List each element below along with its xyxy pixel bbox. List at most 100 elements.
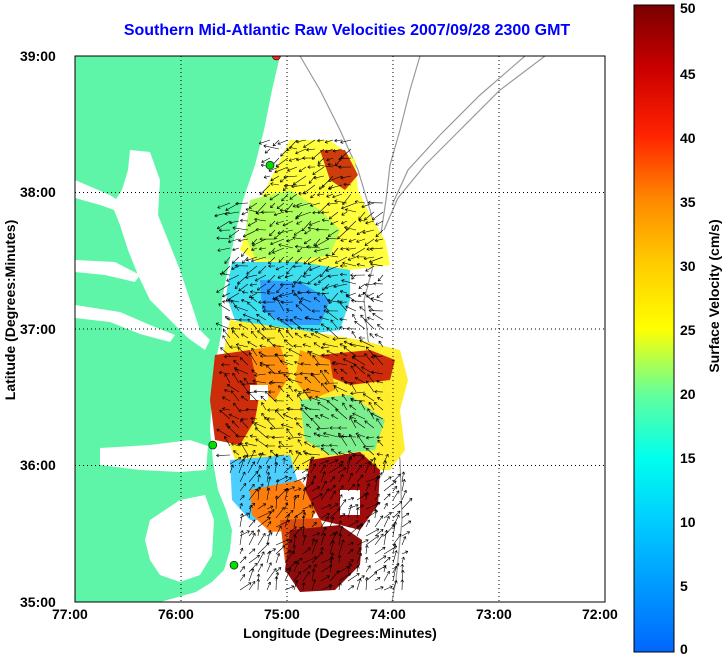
velocity-arrow bbox=[277, 370, 294, 375]
velocity-arrow bbox=[339, 343, 348, 348]
velocity-arrow bbox=[332, 148, 343, 153]
velocity-arrow bbox=[328, 583, 333, 591]
velocity-arrow bbox=[304, 406, 321, 411]
velocity-arrow bbox=[329, 426, 339, 430]
chesapeake-bay bbox=[112, 150, 210, 350]
velocity-arrow bbox=[365, 528, 380, 537]
velocity-arrow bbox=[269, 426, 285, 431]
velocity-arrow bbox=[282, 457, 286, 465]
velocity-arrow bbox=[353, 363, 366, 375]
velocity-arrow bbox=[232, 226, 249, 231]
velocity-arrow bbox=[224, 388, 231, 393]
velocity-arrow bbox=[284, 550, 292, 555]
velocity-arrow bbox=[220, 347, 231, 357]
velocity-arrow bbox=[230, 390, 240, 402]
velocity-arrow bbox=[342, 402, 348, 411]
velocity-arrow bbox=[282, 184, 289, 192]
velocity-arrow bbox=[284, 526, 297, 537]
velocity-arrow bbox=[356, 547, 362, 555]
velocity-arrow bbox=[374, 238, 384, 243]
velocity-arrow bbox=[217, 202, 231, 209]
velocity-arrow bbox=[329, 484, 336, 492]
radar-station-marker bbox=[229, 560, 239, 570]
velocity-arrow bbox=[376, 379, 384, 384]
velocity-arrow bbox=[222, 299, 231, 304]
velocity-arrow bbox=[346, 457, 352, 474]
velocity-arrow bbox=[356, 523, 363, 537]
velocity-arrow bbox=[326, 157, 334, 162]
velocity-arrow bbox=[319, 316, 330, 321]
velocity-arrow bbox=[332, 361, 348, 366]
velocity-arrow bbox=[295, 256, 303, 264]
velocity-arrow bbox=[401, 569, 405, 582]
y-axis-label: Latitude (Degrees:Minutes) bbox=[2, 219, 18, 401]
velocity-arrow bbox=[317, 138, 325, 143]
velocity-arrow bbox=[308, 175, 316, 184]
velocity-arrow bbox=[347, 472, 353, 483]
velocity-arrow bbox=[338, 432, 348, 447]
velocity-arrow bbox=[293, 534, 297, 546]
velocity-arrow bbox=[339, 317, 348, 322]
velocity-arrow bbox=[374, 475, 380, 492]
velocity-arrow bbox=[286, 238, 294, 243]
velocity-arrow bbox=[248, 568, 255, 582]
velocity-arrow bbox=[326, 350, 339, 357]
colorbar-tick-label: 10 bbox=[680, 514, 696, 530]
velocity-arrow bbox=[296, 220, 303, 225]
colorbar-label: Surface Velocity (cm/s) bbox=[706, 219, 722, 373]
velocity-arrow bbox=[303, 389, 312, 402]
velocity-arrow bbox=[289, 319, 303, 330]
velocity-arrow bbox=[344, 225, 357, 231]
velocity-arrow bbox=[257, 551, 265, 564]
velocity-arrow bbox=[317, 163, 334, 168]
velocity-arrow bbox=[303, 139, 316, 148]
velocity-arrow bbox=[239, 494, 245, 501]
velocity-arrow bbox=[341, 393, 348, 402]
velocity-arrow bbox=[311, 309, 321, 313]
velocity-field bbox=[210, 140, 408, 592]
velocity-arrow bbox=[297, 290, 312, 295]
velocity-arrow bbox=[367, 273, 375, 278]
velocity-arrow bbox=[318, 184, 325, 190]
colorbar-tick-label: 15 bbox=[680, 450, 696, 466]
velocity-arrow bbox=[401, 479, 406, 492]
velocity-arrow bbox=[318, 256, 330, 262]
velocity-arrow bbox=[221, 265, 231, 275]
velocity-arrow bbox=[401, 520, 412, 528]
velocity-arrow bbox=[310, 502, 315, 510]
velocity-arrow bbox=[345, 305, 357, 312]
velocity-arrow bbox=[338, 582, 342, 591]
velocity-arrow bbox=[392, 550, 398, 564]
velocity-arrow bbox=[296, 202, 312, 209]
colorbar-tick-label: 25 bbox=[680, 322, 696, 338]
velocity-arrow bbox=[270, 182, 280, 186]
velocity-arrow bbox=[294, 360, 303, 366]
velocity-arrow bbox=[227, 238, 240, 244]
velocity-arrow bbox=[332, 193, 343, 199]
velocity-arrow bbox=[275, 525, 282, 537]
velocity-arrow bbox=[401, 489, 407, 501]
velocity-arrow bbox=[357, 435, 366, 447]
velocity-arrow bbox=[298, 280, 312, 285]
velocity-arrow bbox=[325, 148, 334, 153]
velocity-arrow bbox=[232, 372, 240, 384]
velocity-arrow bbox=[338, 572, 352, 582]
velocity-arrow bbox=[367, 408, 375, 420]
velocity-arrow bbox=[301, 515, 306, 528]
velocity-arrow bbox=[292, 274, 303, 288]
pamlico-sound bbox=[145, 495, 214, 582]
river-james bbox=[75, 305, 175, 342]
velocity-arrow bbox=[337, 467, 347, 474]
velocity-arrow bbox=[226, 384, 240, 393]
velocity-arrow bbox=[216, 453, 231, 458]
velocity-arrow bbox=[310, 332, 321, 339]
velocity-arrow bbox=[302, 571, 310, 582]
velocity-arrow bbox=[376, 418, 384, 429]
velocity-arrow bbox=[349, 342, 366, 348]
velocity-arrow bbox=[247, 461, 256, 474]
velocity-arrow bbox=[266, 548, 276, 555]
velocity-arrow bbox=[245, 207, 258, 213]
velocity-arrow bbox=[353, 419, 366, 429]
velocity-arrow bbox=[326, 202, 339, 206]
velocity-arrow bbox=[252, 238, 267, 247]
